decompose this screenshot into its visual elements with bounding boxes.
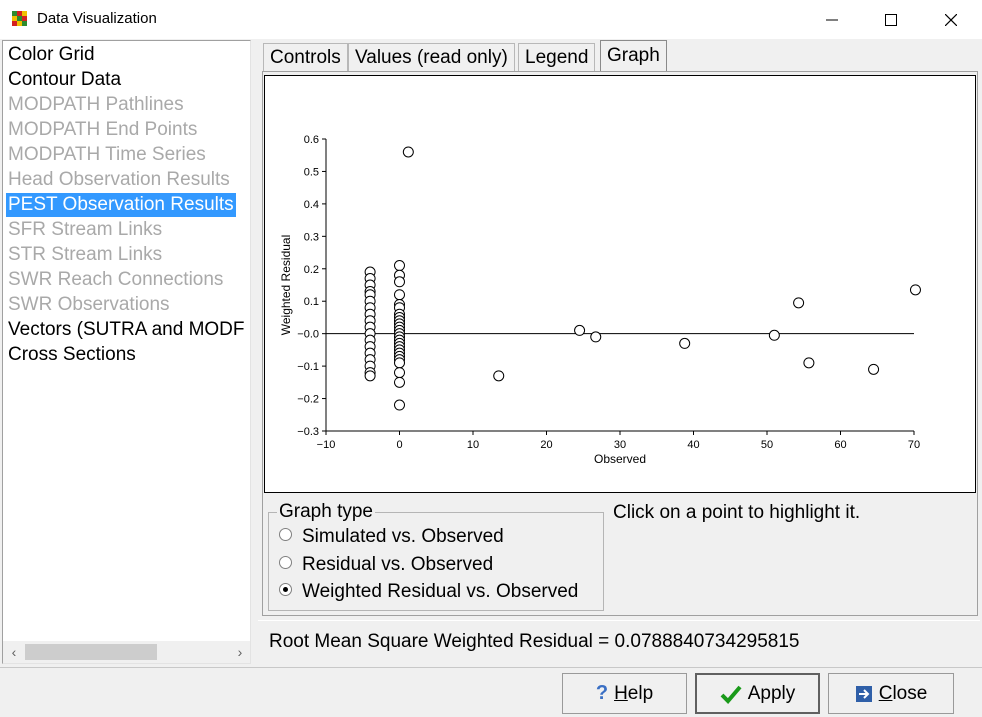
button-bar <box>0 667 982 717</box>
data-point <box>394 276 405 288</box>
tree-item[interactable]: Contour Data <box>8 69 122 90</box>
data-point <box>574 324 586 336</box>
maximize-icon <box>885 13 897 26</box>
tab-controls[interactable]: Controls <box>263 43 348 71</box>
window-title: Data Visualization <box>37 10 157 27</box>
data-point <box>394 357 405 369</box>
radio-label: Weighted Residual vs. Observed <box>302 581 579 602</box>
help-label: Help <box>614 682 654 704</box>
checkmark-icon <box>720 685 742 704</box>
y-tick-label: 0.1 <box>304 296 319 308</box>
y-axis-label: Weighted Residual <box>279 235 293 336</box>
x-tick-label: 60 <box>834 439 846 451</box>
data-point <box>394 399 405 411</box>
y-tick-label: −0.1 <box>297 361 319 373</box>
scroll-right-icon[interactable]: › <box>237 644 243 660</box>
tab-legend[interactable]: Legend <box>518 43 596 71</box>
data-point <box>402 146 414 158</box>
weighted-residual-chart[interactable]: −0.3 −0.2 −0.1 −0.0 0.1 0.2 0.3 0.4 0.5 0.6 −10 0 10… <box>265 76 975 492</box>
hint-text: Click on a point to highlight it. <box>613 502 861 523</box>
data-point <box>493 370 505 382</box>
scroll-left-icon[interactable]: ‹ <box>11 644 17 660</box>
y-tick-label: 0.6 <box>304 134 319 146</box>
y-tick-label: −0.3 <box>297 426 319 438</box>
help-button[interactable]: ? Help <box>562 673 687 714</box>
data-point <box>793 297 805 309</box>
tree-item[interactable]: Color Grid <box>8 44 95 65</box>
x-axis-label: Observed <box>594 452 646 466</box>
x-tick-label: 70 <box>908 439 920 451</box>
close-window-button[interactable] <box>928 0 974 39</box>
radio-button[interactable] <box>279 528 292 542</box>
data-point <box>679 337 691 349</box>
exit-door-icon <box>855 685 872 702</box>
tree-item[interactable]: MODPATH End Points <box>8 119 198 140</box>
radio-simulated[interactable]: Simulated vs. Observed <box>279 525 504 549</box>
status-panel <box>258 620 980 664</box>
tree-item[interactable]: SFR Stream Links <box>8 219 163 240</box>
tab-values[interactable]: Values (read only) <box>348 43 515 71</box>
data-point <box>909 284 921 296</box>
y-tick-label: −0.2 <box>297 394 319 406</box>
y-tick-label: 0.4 <box>304 199 319 211</box>
horizontal-scrollbar[interactable]: ‹ › <box>3 641 250 663</box>
tree-item[interactable]: PEST Observation Results <box>6 193 236 217</box>
close-button[interactable]: Close <box>828 673 954 714</box>
graph-panel[interactable]: −0.3 −0.2 −0.1 −0.0 0.1 0.2 0.3 0.4 0.5 0.6 −10 0 10… <box>264 75 976 493</box>
y-tick-label: −0.0 <box>297 329 319 341</box>
close-icon <box>945 13 957 26</box>
close-label: Close <box>878 682 928 704</box>
x-tick-label: 50 <box>761 439 773 451</box>
tree-item[interactable]: MODPATH Pathlines <box>8 94 184 115</box>
minimize-button[interactable] <box>809 0 855 39</box>
data-point <box>394 376 405 388</box>
graph-type-title: Graph type <box>277 501 375 523</box>
y-tick-label: 0.5 <box>304 166 319 178</box>
radio-weighted-residual[interactable]: Weighted Residual vs. Observed <box>279 580 578 604</box>
app-icon <box>12 11 27 26</box>
data-point <box>394 367 405 379</box>
tab-graph[interactable]: Graph <box>600 40 667 72</box>
data-point <box>364 370 376 382</box>
tree-item[interactable]: Cross Sections <box>8 344 136 365</box>
tree-item[interactable]: SWR Reach Connections <box>8 269 224 290</box>
tree-item[interactable]: MODPATH Time Series <box>8 144 206 165</box>
data-point <box>803 357 815 369</box>
radio-label: Simulated vs. Observed <box>302 526 504 547</box>
y-tick-label: 0.2 <box>304 264 319 276</box>
radio-button[interactable] <box>279 583 292 597</box>
x-tick-label: −10 <box>317 439 336 451</box>
x-tick-label: 20 <box>540 439 552 451</box>
x-tick-label: 30 <box>614 439 626 451</box>
graph-type-group <box>268 512 604 611</box>
scrollbar-thumb[interactable] <box>25 644 157 660</box>
data-point <box>394 289 405 301</box>
tree-item[interactable]: SWR Observations <box>8 294 170 315</box>
apply-label: Apply <box>747 682 796 704</box>
x-tick-label: 40 <box>687 439 699 451</box>
x-tick-label: 10 <box>467 439 479 451</box>
radio-label: Residual vs. Observed <box>302 554 494 575</box>
title-bar: Data Visualization <box>0 0 982 39</box>
radio-button[interactable] <box>279 556 292 570</box>
data-point <box>868 363 880 375</box>
data-point <box>590 331 602 343</box>
tree-item[interactable]: Head Observation Results <box>8 169 230 190</box>
data-point <box>394 260 405 272</box>
apply-button[interactable]: Apply <box>695 673 820 714</box>
tree-item[interactable]: STR Stream Links <box>8 244 163 265</box>
data-set-tree[interactable]: Color Grid Contour Data MODPATH Pathlines M… <box>2 40 251 664</box>
data-point <box>768 329 780 341</box>
x-tick-label: 0 <box>396 439 402 451</box>
help-icon: ? <box>595 682 609 704</box>
tree-item[interactable]: Vectors (SUTRA and MODF <box>8 319 245 340</box>
rms-readout: Root Mean Square Weighted Residual = 0.0… <box>269 631 800 652</box>
maximize-button[interactable] <box>868 0 914 39</box>
radio-residual[interactable]: Residual vs. Observed <box>279 553 493 577</box>
minimize-icon <box>826 19 838 20</box>
y-tick-label: 0.3 <box>304 231 319 243</box>
